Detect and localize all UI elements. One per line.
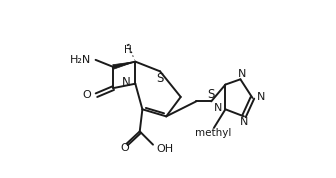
Text: N: N: [238, 69, 246, 79]
Text: N: N: [240, 117, 248, 127]
Text: methyl: methyl: [195, 128, 231, 138]
Text: N: N: [214, 103, 223, 113]
Text: S: S: [208, 88, 215, 101]
Polygon shape: [113, 62, 135, 69]
Text: N: N: [257, 92, 266, 102]
Text: N: N: [122, 76, 131, 89]
Text: H₂N: H₂N: [70, 55, 91, 65]
Text: O: O: [120, 143, 129, 153]
Text: S: S: [156, 72, 164, 85]
Text: O: O: [83, 90, 91, 100]
Text: OH: OH: [157, 143, 174, 153]
Text: H: H: [124, 45, 131, 55]
